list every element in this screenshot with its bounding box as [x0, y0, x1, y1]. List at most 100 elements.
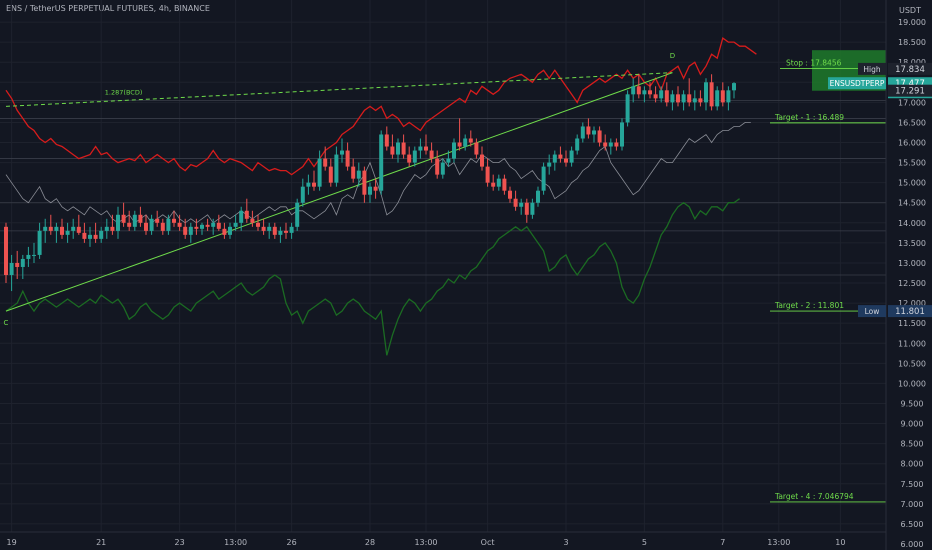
price-tag-value: 17.291 [895, 87, 925, 97]
time-tick-label: 3 [563, 538, 568, 547]
candle-body [340, 150, 344, 155]
candle-body [625, 94, 630, 123]
candle-body [407, 154, 412, 163]
price-tag [888, 305, 932, 318]
candle-body [356, 170, 361, 179]
red-indicator-line [5, 37, 757, 176]
time-tick-label: 13:00 [414, 538, 437, 547]
candle-body [239, 210, 244, 223]
candle-body [631, 86, 636, 95]
candle-body [222, 228, 227, 235]
price-tick-label: 10.500 [898, 359, 926, 368]
candle-body [384, 134, 389, 147]
price-tag-label: Low [865, 307, 880, 316]
candle-body [396, 142, 400, 155]
candle-body [334, 154, 339, 183]
candle-body [26, 254, 31, 259]
candle-body [401, 142, 406, 155]
candle-body [160, 222, 165, 231]
candle-body [317, 158, 322, 187]
candle-body [328, 166, 333, 183]
candle-body [362, 170, 367, 195]
candle-body [541, 166, 546, 191]
cd-trend-line [5, 72, 673, 312]
candle-body [172, 218, 176, 223]
price-tag [888, 62, 932, 75]
price-tick-label: 9.000 [901, 420, 924, 429]
time-tick-label: 21 [96, 538, 106, 547]
price-tick-label: 16.500 [898, 118, 926, 127]
candle-body [200, 224, 204, 229]
candle-body [250, 218, 255, 223]
candle-body [608, 142, 613, 147]
candle-body [37, 230, 42, 255]
candle-body [670, 94, 675, 103]
candle-body [149, 218, 154, 231]
candle-body [659, 90, 664, 99]
candle-body [104, 226, 109, 231]
candle-body [244, 210, 249, 219]
candle-body [205, 224, 210, 227]
price-tag-label-bg [858, 62, 886, 75]
price-tick-label: 9.500 [901, 399, 924, 408]
candle-body [440, 162, 445, 175]
candle-body [513, 198, 518, 207]
time-tick-label: 7 [720, 538, 725, 547]
price-tick-label: 11.000 [898, 339, 926, 348]
candle-body [312, 182, 316, 187]
candle-body [726, 90, 731, 103]
candle-body [558, 154, 563, 159]
candle-body [424, 146, 428, 151]
pattern-point-label: D [670, 52, 675, 60]
candle-body [390, 146, 395, 155]
candle-body [261, 226, 266, 231]
price-tick-label: 16.000 [898, 139, 926, 148]
candle-body [351, 166, 356, 179]
candle-body [71, 226, 76, 231]
candle-body [60, 226, 64, 235]
candle-body [216, 222, 221, 229]
candle-body [536, 190, 540, 203]
candle-body [681, 94, 686, 103]
candle-body [418, 146, 423, 151]
candle-body [569, 150, 574, 163]
time-tick-label: 28 [365, 538, 375, 547]
candle-body [379, 134, 384, 191]
candle-body [412, 150, 417, 163]
candle-body [289, 226, 294, 233]
target-label: Target - 4 : 7.046794 [774, 492, 854, 501]
candle-body [54, 226, 59, 231]
candle-body [194, 226, 199, 229]
candle-body [452, 142, 456, 159]
candle-body [429, 150, 434, 159]
candle-body [76, 226, 81, 233]
candle-body [211, 222, 216, 227]
candle-body [474, 142, 479, 155]
fib-extension-line [5, 72, 673, 107]
candle-body [368, 186, 372, 195]
target-label: Stop : 17.8456 [786, 58, 842, 67]
price-tick-label: 18.000 [898, 58, 926, 67]
time-tick-label: 26 [287, 538, 297, 547]
candle-body [519, 202, 524, 207]
candle-body [648, 90, 652, 95]
candle-body [586, 126, 591, 135]
candle-body [715, 90, 720, 107]
price-tick-label: 12.000 [898, 299, 926, 308]
candle-body [166, 218, 171, 231]
candle-body [132, 214, 137, 227]
currency-label: USDT [899, 6, 921, 15]
candle-body [575, 138, 580, 151]
gray-indicator-line [5, 122, 751, 224]
candle-body [272, 226, 277, 235]
candle-body [65, 230, 70, 235]
candle-body [345, 150, 350, 167]
price-tag-value: 11.801 [895, 307, 925, 317]
candle-body [323, 158, 328, 167]
candle-body [99, 230, 104, 239]
candle-body [564, 158, 568, 163]
candle-body [508, 190, 512, 199]
candle-body [228, 226, 232, 235]
candle-body [446, 158, 451, 163]
